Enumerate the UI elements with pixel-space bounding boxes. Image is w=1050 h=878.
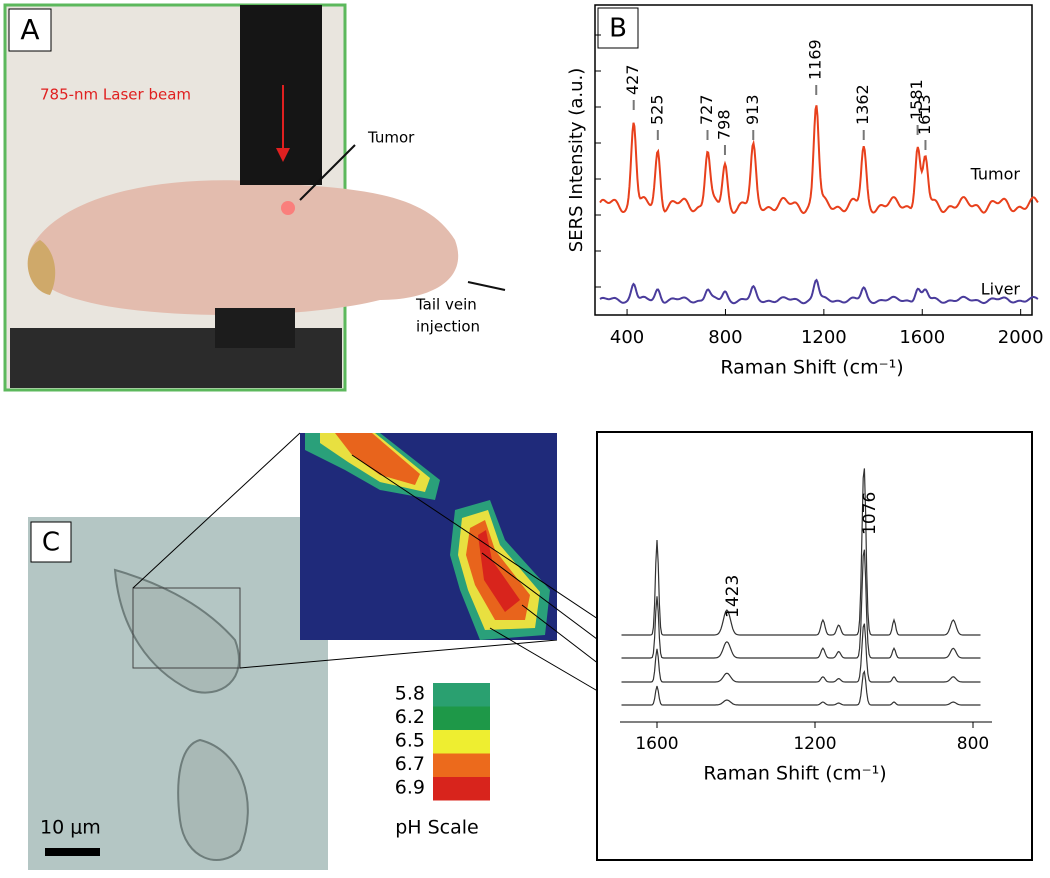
x-tick-label: 400 (610, 327, 644, 348)
panel-label: A (20, 13, 39, 46)
tumor-arrow (299, 144, 356, 201)
mouse-head (27, 240, 56, 295)
x-tick-label: 1200 (793, 734, 836, 754)
ph-label: 6.2 (395, 706, 425, 728)
peak-label: 427 (623, 64, 642, 95)
mouse (29, 180, 459, 315)
x-axis-label: Raman Shift (cm⁻¹) (720, 357, 903, 379)
ph-label: 6.9 (395, 777, 425, 799)
label-box (8, 8, 52, 52)
injection-label: injection (416, 318, 480, 336)
ph-swatch (433, 777, 490, 801)
spectrum (621, 623, 981, 683)
peak-label: 1613 (915, 94, 934, 135)
series-label: Liver (981, 280, 1021, 299)
spectrum (621, 549, 981, 659)
series-label: Tumor (970, 165, 1021, 184)
probe-line (351, 454, 626, 638)
x-tick-label: 1600 (899, 327, 945, 348)
scale-label: 10 μm (40, 817, 101, 839)
x-axis-label: Raman Shift (cm⁻¹) (703, 763, 886, 785)
ph-swatch (433, 730, 490, 754)
ph-label: 6.5 (395, 730, 425, 752)
ruler-block (215, 308, 295, 348)
x-tick-label: 1200 (801, 327, 847, 348)
x-tick-label: 2000 (998, 327, 1044, 348)
peak-label: 798 (714, 109, 733, 140)
x-tick-label: 800 (708, 327, 742, 348)
panel-label: C (42, 528, 60, 558)
panel-a: 785-nm Laser beam Tumor Tail vein inject… (3, 3, 506, 392)
peak-label: 913 (743, 94, 762, 125)
zoom-line (239, 639, 558, 669)
label-box (597, 7, 639, 49)
spectrum (621, 669, 981, 706)
y-axis-label: SERS Intensity (a.u.) (566, 68, 587, 252)
peak-label: 1581 (907, 79, 926, 120)
spectrum (621, 468, 981, 636)
peak-label: 1362 (853, 84, 872, 125)
spectra-frame (596, 431, 1033, 861)
x-tick-label: 800 (957, 734, 989, 754)
plot-frame (594, 4, 1033, 316)
panel-c: C 10 μm 5.86.26.56.76.9 pH Scale Raman S… (28, 431, 1033, 870)
scale-bar (45, 848, 100, 856)
ph-swatch (433, 706, 490, 730)
peak-label: 1423 (723, 575, 743, 618)
cell (177, 738, 249, 861)
ph-region (478, 530, 520, 612)
x-tick-label: 1600 (635, 734, 678, 754)
zoom-line (132, 432, 301, 589)
ph-label: 6.7 (395, 753, 425, 775)
spectrum (599, 278, 1039, 305)
laser-arrow-head (276, 148, 290, 162)
spectrum (599, 105, 1039, 215)
cell (113, 568, 240, 694)
ph-region (335, 433, 420, 485)
ph-label: 5.8 (395, 683, 425, 705)
ph-title: pH Scale (395, 817, 479, 839)
peak-label: 525 (647, 94, 666, 125)
laser-label: 785-nm Laser beam (40, 86, 191, 104)
injection-arrow (467, 281, 506, 291)
ph-swatch (433, 753, 490, 777)
cell-image (28, 517, 328, 870)
panel-b: B SERS Intensity (a.u.) Raman Shift (cm⁻… (566, 4, 1033, 379)
tumor-label: Tumor (367, 129, 415, 147)
injection-label: Tail vein (415, 296, 477, 314)
label-box (30, 521, 72, 563)
ph-swatch (433, 683, 490, 707)
panel-label: B (609, 14, 627, 44)
laser-spot (281, 201, 295, 215)
peak-label: 1169 (806, 39, 825, 80)
peak-label: 727 (697, 94, 716, 125)
zoom-box (132, 587, 241, 669)
peak-label: 1076 (860, 492, 880, 535)
ph-scale: 5.86.26.56.76.9 (395, 683, 490, 801)
